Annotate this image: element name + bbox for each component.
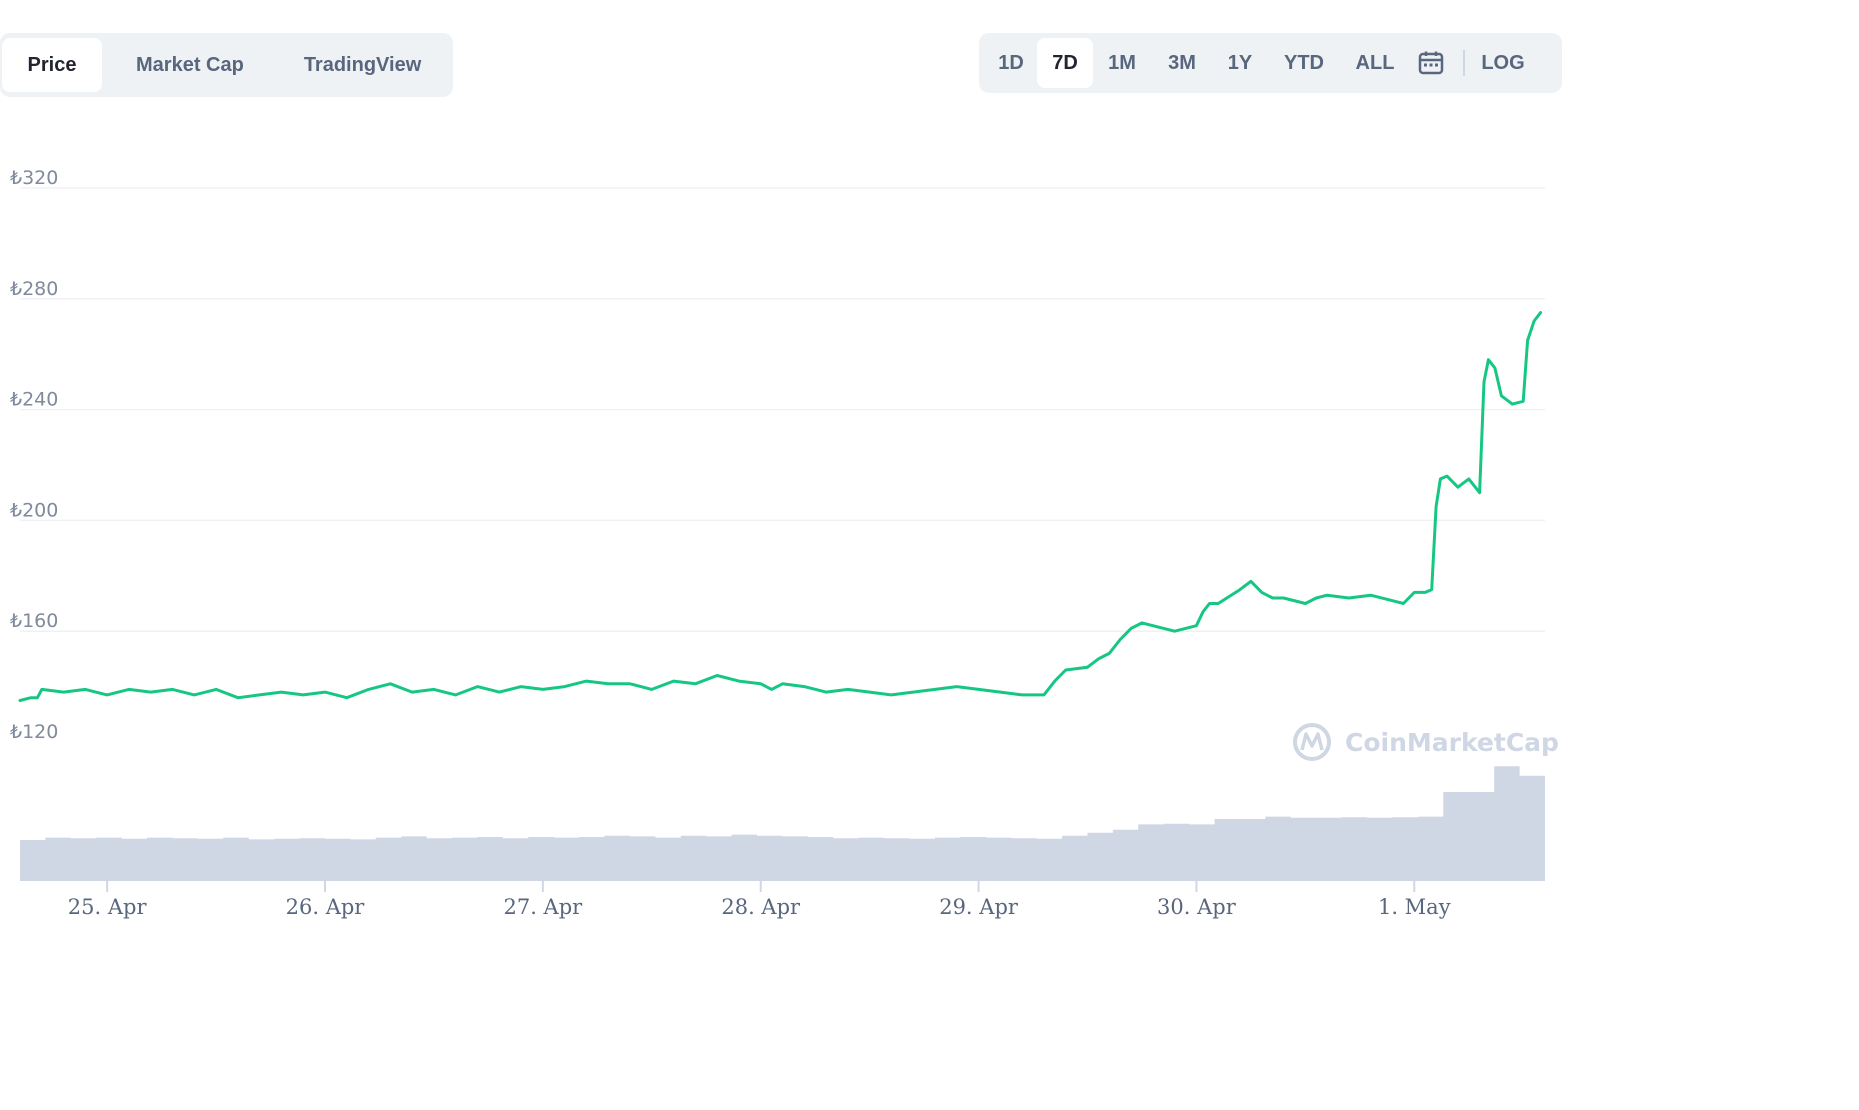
tab-price[interactable]: Price [2,38,102,92]
range-1m-button[interactable]: 1M [1108,52,1136,74]
calendar-icon[interactable] [1409,38,1453,88]
watermark-text: CoinMarketCap [1345,728,1559,757]
y-tick-label: ₺320 [10,167,58,189]
y-tick-label: ₺160 [10,610,58,632]
x-axis: 25. Apr 26. Apr 27. Apr 28. Apr 29. Apr 30. A… [68,880,1451,919]
watermark: CoinMarketCap [1293,723,1559,761]
x-tick-label: 28. Apr [721,895,801,919]
x-tick-label: 25. Apr [68,895,148,919]
volume-bars [20,756,1545,880]
range-1d-button[interactable]: 1D [998,52,1024,74]
chart-type-tabs: Price Market Cap TradingView [0,33,453,97]
x-tick-label: 1. May [1378,895,1451,919]
volume-area [20,756,1545,880]
x-tick-label: 27. Apr [503,895,583,919]
x-tick-label: 26. Apr [286,895,366,919]
range-all-button[interactable]: ALL [1355,52,1395,74]
log-scale-button[interactable]: LOG [1481,52,1525,74]
y-tick-label: ₺240 [10,389,58,411]
divider [1463,50,1465,76]
grid-lines [20,187,1545,632]
tab-tradingview[interactable]: TradingView [303,54,422,76]
coinmarketcap-logo-icon [1293,723,1331,761]
y-tick-label: ₺200 [10,499,58,521]
range-7d-button[interactable]: 7D [1037,38,1093,88]
y-axis: ₺120 ₺160 ₺200 ₺240 ₺280 ₺320 [10,167,58,743]
x-tick-label: 30. Apr [1157,895,1237,919]
tab-market-cap[interactable]: Market Cap [136,54,244,76]
time-range-selector: 1D 7D 1M 3M 1Y YTD ALL LOG [979,33,1562,93]
range-1y-button[interactable]: 1Y [1227,52,1253,74]
range-3m-button[interactable]: 3M [1168,52,1196,74]
y-tick-label: ₺280 [10,278,58,300]
x-tick-label: 29. Apr [939,895,1019,919]
y-tick-label: ₺120 [10,721,58,743]
range-ytd-button[interactable]: YTD [1284,52,1324,74]
series-line-price [18,311,1543,702]
